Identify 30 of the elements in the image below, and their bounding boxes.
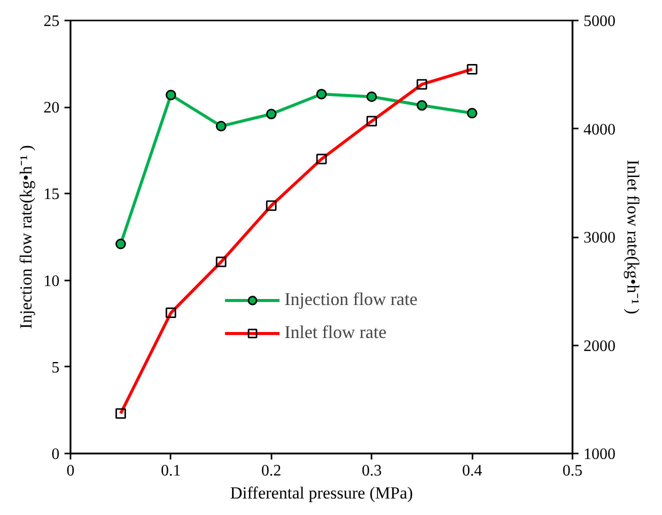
- point: [466, 108, 478, 118]
- point: [416, 100, 428, 111]
- y2-axis-title: Inlet flow rate(kg•h⁻¹ ): [624, 160, 642, 314]
- legend-label: Inlet flow rate: [284, 322, 386, 343]
- y-tick-label: 20: [44, 100, 60, 117]
- x-tick-label: 0.5: [562, 462, 582, 480]
- y-tick-label: 15: [44, 186, 60, 204]
- point: [316, 88, 327, 100]
- y-tick-label: 0: [52, 446, 60, 463]
- legend-label: Injection flow rate: [284, 289, 418, 310]
- y2-tick-label: 2000: [584, 338, 616, 355]
- x-tick-label: 0.2: [261, 462, 282, 480]
- x-tick-label: 0.1: [160, 462, 181, 480]
- x-axis-title: Differental pressure (MPa): [230, 484, 413, 502]
- point: [266, 108, 277, 120]
- y-tick-label: 5: [52, 359, 60, 376]
- y-tick-label: 25: [44, 13, 60, 30]
- point: [366, 91, 377, 102]
- y2-tick-label: 5000: [584, 13, 616, 30]
- x-tick-label: 0.3: [362, 462, 382, 480]
- point: [166, 90, 176, 100]
- x-tick-label: 0.4: [462, 462, 482, 480]
- point: [115, 238, 126, 250]
- y2-tick-label: 3000: [584, 230, 616, 246]
- y-tick-label: 10: [44, 272, 60, 290]
- x-tick-label: 0: [66, 462, 74, 480]
- point: [216, 120, 226, 132]
- y-axis-title: Injection flow rate(kg•h⁻¹ ): [16, 145, 36, 329]
- y2-tick-label: 4000: [584, 121, 616, 138]
- y2-tick-label: 1000: [584, 446, 616, 463]
